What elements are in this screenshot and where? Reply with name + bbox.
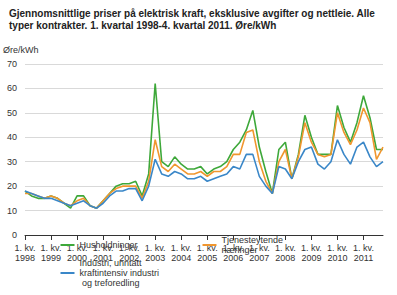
svg-text:og treforedling: og treforedling xyxy=(80,278,140,288)
svg-text:2005: 2005 xyxy=(197,253,217,263)
svg-text:2010: 2010 xyxy=(327,253,347,263)
svg-text:2004: 2004 xyxy=(171,253,191,263)
svg-text:0: 0 xyxy=(12,230,17,240)
svg-text:30: 30 xyxy=(7,157,17,167)
svg-text:2011: 2011 xyxy=(354,253,373,263)
svg-text:2008: 2008 xyxy=(275,253,295,263)
svg-text:50: 50 xyxy=(7,108,17,118)
svg-text:næringer: næringer xyxy=(222,245,258,255)
svg-text:1. kv.: 1. kv. xyxy=(171,243,192,253)
svg-text:kraftintensiv industri: kraftintensiv industri xyxy=(80,268,160,278)
svg-text:Tjenesteytende: Tjenesteytende xyxy=(222,235,286,245)
svg-text:Øre/kWh: Øre/kWh xyxy=(3,45,39,55)
svg-text:20: 20 xyxy=(7,181,17,191)
svg-text:1. kv.: 1. kv. xyxy=(301,243,322,253)
svg-text:60: 60 xyxy=(7,83,17,93)
svg-text:2006: 2006 xyxy=(223,253,244,263)
svg-text:2000: 2000 xyxy=(67,253,88,263)
svg-text:Industri, unntatt: Industri, unntatt xyxy=(80,258,145,268)
svg-text:1. kv.: 1. kv. xyxy=(145,243,166,253)
svg-text:1999: 1999 xyxy=(41,253,61,263)
svg-text:10: 10 xyxy=(7,206,17,216)
svg-text:40: 40 xyxy=(7,132,17,142)
svg-text:1. kv.: 1. kv. xyxy=(41,243,62,253)
svg-text:1. kv.: 1. kv. xyxy=(353,243,374,253)
svg-text:1. kv.: 1. kv. xyxy=(274,243,296,253)
svg-text:1998: 1998 xyxy=(15,253,35,263)
svg-text:typer kontrakter. 1. kvartal 1: typer kontrakter. 1. kvartal 1998-4. kva… xyxy=(9,20,276,31)
svg-text:1. kv.: 1. kv. xyxy=(197,243,218,253)
svg-text:Husholdninger: Husholdninger xyxy=(80,240,138,250)
svg-text:2009: 2009 xyxy=(301,253,321,263)
svg-text:Gjennomsnittlige priser på ele: Gjennomsnittlige priser på elektrisk kra… xyxy=(9,8,378,19)
svg-text:1. kv.: 1. kv. xyxy=(15,243,36,253)
svg-text:1. kv.: 1. kv. xyxy=(327,243,348,253)
svg-text:2003: 2003 xyxy=(145,253,165,263)
svg-text:1. kv.: 1. kv. xyxy=(66,243,88,253)
svg-text:70: 70 xyxy=(7,59,17,69)
svg-text:2007: 2007 xyxy=(249,253,270,263)
